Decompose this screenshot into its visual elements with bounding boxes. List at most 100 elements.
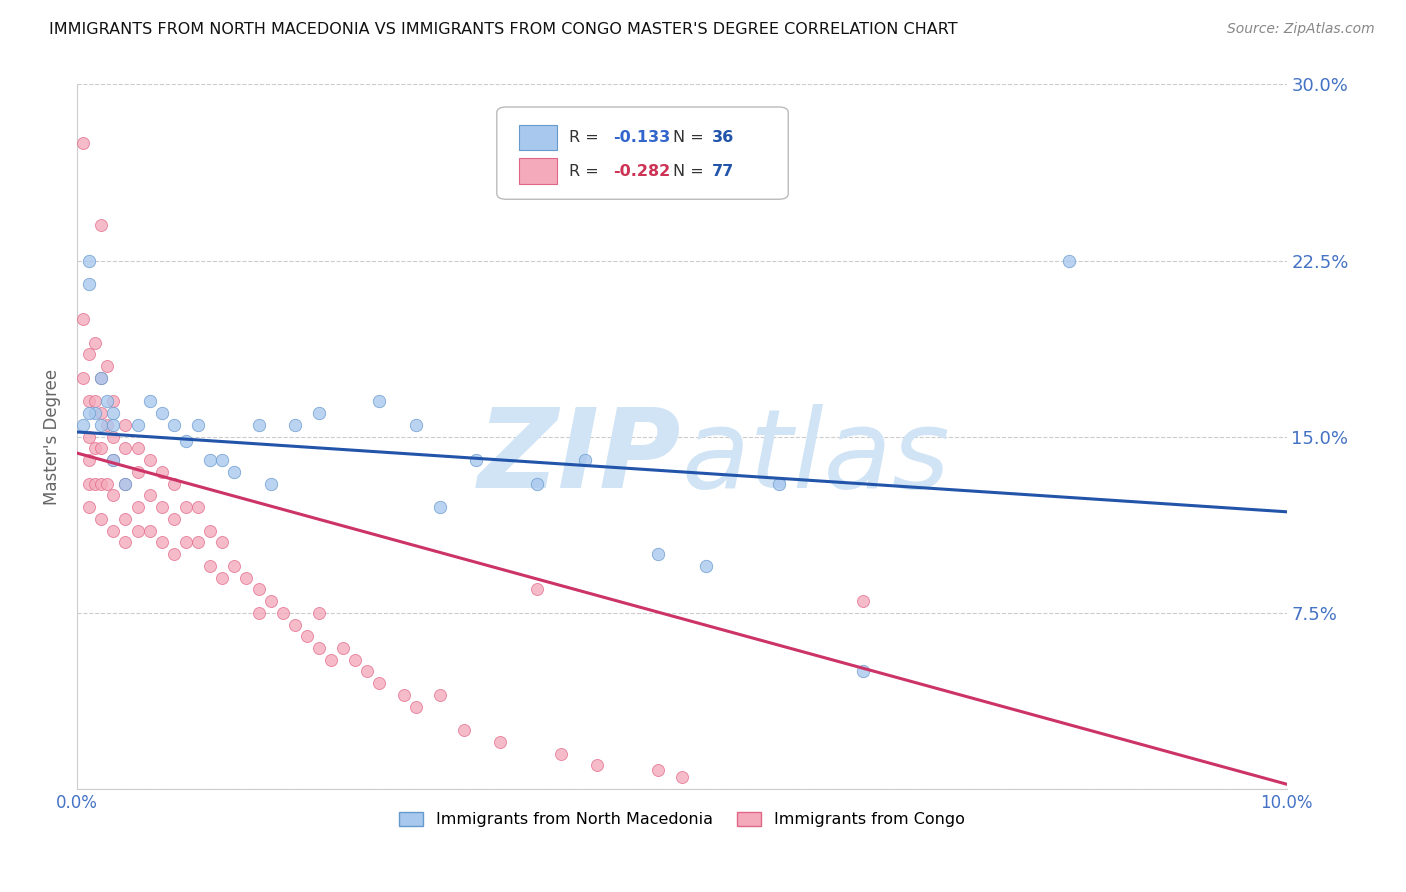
Text: 36: 36: [711, 129, 734, 145]
Point: [284, 417, 307, 432]
Point: [77, 277, 100, 291]
Text: N =: N =: [673, 163, 709, 178]
Point: [150, 406, 173, 420]
Point: [1057, 253, 1080, 268]
Y-axis label: Master's Degree: Master's Degree: [44, 368, 60, 505]
Point: [647, 763, 669, 777]
Legend: Immigrants from North Macedonia, Immigrants from Congo: Immigrants from North Macedonia, Immigra…: [392, 805, 972, 834]
Text: IMMIGRANTS FROM NORTH MACEDONIA VS IMMIGRANTS FROM CONGO MASTER'S DEGREE CORRELA: IMMIGRANTS FROM NORTH MACEDONIA VS IMMIG…: [49, 22, 957, 37]
Point: [356, 665, 378, 679]
Point: [84, 335, 107, 350]
Point: [211, 535, 233, 549]
Point: [224, 465, 246, 479]
Point: [284, 617, 307, 632]
Point: [187, 417, 209, 432]
Point: [72, 417, 94, 432]
Point: [90, 371, 112, 385]
Text: 77: 77: [711, 163, 734, 178]
Point: [138, 524, 160, 538]
Point: [84, 476, 107, 491]
Point: [211, 570, 233, 584]
Point: [103, 524, 125, 538]
Point: [114, 476, 136, 491]
Point: [127, 417, 149, 432]
Point: [114, 417, 136, 432]
Point: [259, 476, 281, 491]
Point: [150, 535, 173, 549]
Point: [259, 594, 281, 608]
Point: [574, 453, 596, 467]
Point: [247, 417, 270, 432]
Point: [90, 512, 112, 526]
Point: [114, 535, 136, 549]
Point: [247, 606, 270, 620]
Point: [77, 500, 100, 514]
Text: atlas: atlas: [682, 404, 950, 511]
Point: [465, 453, 488, 467]
Point: [72, 312, 94, 326]
Point: [489, 735, 512, 749]
Point: [103, 406, 125, 420]
Point: [429, 688, 451, 702]
Point: [695, 558, 717, 573]
Point: [96, 394, 118, 409]
Point: [127, 465, 149, 479]
Point: [586, 758, 609, 772]
Point: [163, 512, 186, 526]
Point: [138, 453, 160, 467]
Point: [163, 417, 186, 432]
Point: [77, 430, 100, 444]
Point: [368, 394, 391, 409]
Point: [90, 476, 112, 491]
Point: [344, 653, 367, 667]
Point: [77, 476, 100, 491]
Point: [198, 453, 221, 467]
Point: [526, 476, 548, 491]
Point: [114, 442, 136, 456]
Point: [295, 629, 318, 643]
Point: [392, 688, 415, 702]
Point: [96, 359, 118, 374]
Point: [72, 136, 94, 150]
Point: [163, 476, 186, 491]
Point: [77, 253, 100, 268]
Point: [768, 476, 790, 491]
Point: [224, 558, 246, 573]
Point: [247, 582, 270, 597]
Point: [127, 500, 149, 514]
Point: [647, 547, 669, 561]
Point: [84, 406, 107, 420]
Point: [308, 406, 330, 420]
Point: [187, 500, 209, 514]
Point: [453, 723, 475, 738]
Point: [405, 699, 427, 714]
Point: [150, 500, 173, 514]
FancyBboxPatch shape: [519, 159, 557, 184]
Point: [852, 594, 875, 608]
Point: [114, 476, 136, 491]
Point: [174, 434, 197, 449]
Point: [852, 665, 875, 679]
Point: [77, 347, 100, 361]
Point: [90, 219, 112, 233]
Point: [235, 570, 257, 584]
Point: [72, 371, 94, 385]
Point: [308, 606, 330, 620]
FancyBboxPatch shape: [496, 107, 789, 199]
Point: [114, 512, 136, 526]
Point: [77, 453, 100, 467]
Point: [550, 747, 572, 761]
Point: [77, 394, 100, 409]
Point: [174, 535, 197, 549]
Point: [198, 558, 221, 573]
Point: [84, 442, 107, 456]
Point: [319, 653, 342, 667]
Point: [174, 500, 197, 514]
Text: N =: N =: [673, 129, 709, 145]
Point: [84, 394, 107, 409]
Point: [90, 442, 112, 456]
Point: [90, 406, 112, 420]
Point: [138, 488, 160, 502]
Point: [90, 417, 112, 432]
Point: [103, 488, 125, 502]
